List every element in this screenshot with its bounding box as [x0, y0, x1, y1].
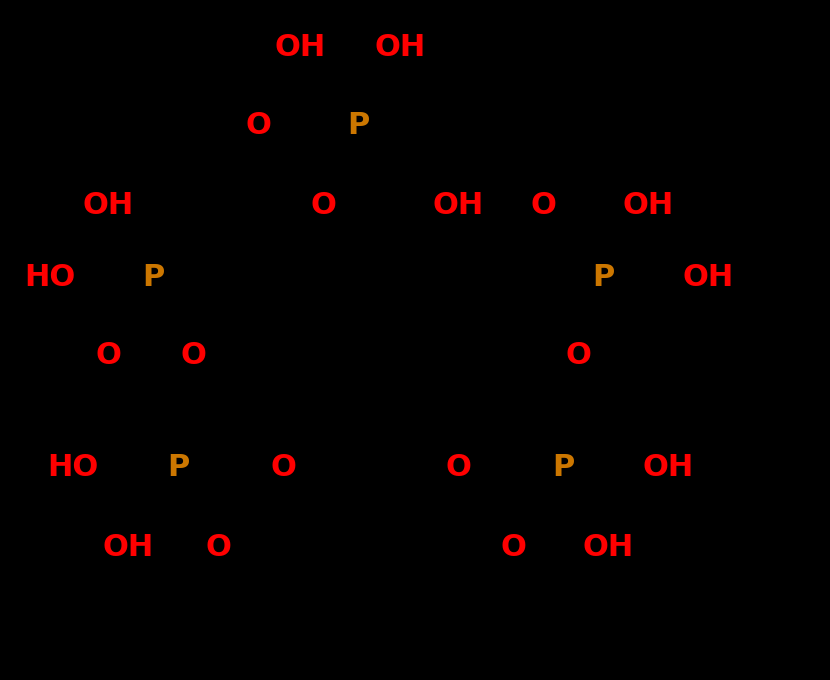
Text: HO: HO [47, 454, 99, 483]
Text: OH: OH [102, 534, 154, 562]
Text: OH: OH [82, 190, 134, 220]
Text: O: O [205, 534, 231, 562]
Text: O: O [565, 341, 591, 369]
Text: P: P [552, 454, 574, 483]
Text: O: O [180, 341, 206, 369]
Text: OH: OH [374, 33, 426, 63]
Text: OH: OH [432, 190, 484, 220]
Text: OH: OH [622, 190, 674, 220]
Text: P: P [142, 263, 164, 292]
Text: O: O [245, 110, 271, 139]
Text: HO: HO [24, 263, 76, 292]
Text: P: P [592, 263, 614, 292]
Text: OH: OH [682, 263, 734, 292]
Text: OH: OH [275, 33, 325, 63]
Text: P: P [167, 454, 189, 483]
Text: O: O [95, 341, 121, 369]
Text: O: O [500, 534, 526, 562]
Text: O: O [310, 190, 336, 220]
Text: P: P [347, 110, 369, 139]
Text: OH: OH [642, 454, 694, 483]
Text: O: O [530, 190, 556, 220]
Text: O: O [270, 454, 296, 483]
Text: OH: OH [583, 534, 633, 562]
Text: O: O [445, 454, 471, 483]
